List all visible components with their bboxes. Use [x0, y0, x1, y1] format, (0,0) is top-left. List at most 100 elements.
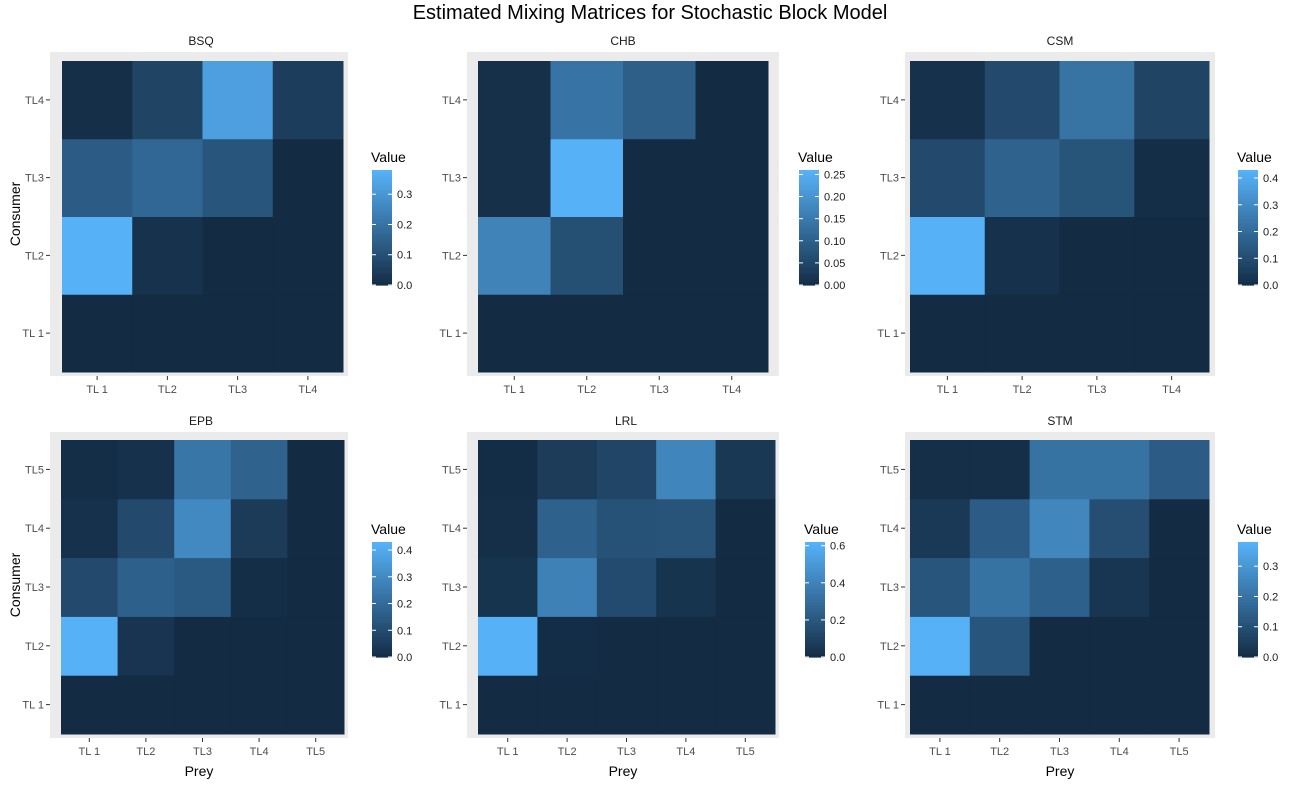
heatmap-panel-chb: CHB TL 1 TL2 TL3 TL4 TL 1 TL2 TL3 TL4 Value 0.00 0.…: [439, 34, 845, 396]
legend-label: 0.0: [397, 280, 412, 292]
heatmap-cell: [478, 294, 551, 373]
legend-gradient-step: [1238, 588, 1258, 592]
panel-title: STM: [1047, 414, 1072, 428]
legend-gradient-step: [805, 544, 825, 549]
y-tick-label: TL5: [25, 464, 44, 476]
heatmap-cell: [202, 61, 274, 140]
legend-gradient-step: [372, 559, 392, 563]
legend-gradient-step: [372, 233, 392, 237]
heatmap-cell: [1134, 61, 1210, 140]
legend-gradient-step: [372, 247, 392, 252]
legend-gradient-step: [1238, 259, 1258, 263]
legend-gradient-step: [372, 170, 392, 174]
heatmap-cell: [1059, 216, 1135, 295]
legend: Value 0.0 0.1 0.2 0.3 0.4: [371, 521, 412, 664]
legend-gradient-step: [805, 542, 825, 546]
main-title: Estimated Mixing Matrices for Stochastic…: [412, 2, 888, 24]
legend-gradient-step: [372, 270, 392, 275]
legend-gradient-step: [1238, 636, 1258, 641]
heatmap-cell: [623, 138, 696, 217]
legend-gradient-step: [372, 239, 392, 243]
legend-gradient-step: [805, 588, 825, 592]
heatmap-cell: [61, 616, 119, 676]
legend-label: 0.2: [830, 615, 845, 627]
legend-gradient-step: [372, 613, 392, 618]
legend: Value 0.0 0.1 0.2 0.3: [1237, 521, 1278, 664]
legend-gradient-step: [372, 227, 392, 231]
legend-gradient-step: [805, 599, 825, 603]
legend-gradient-step: [372, 619, 392, 624]
legend-gradient-step: [372, 596, 392, 601]
heatmap-cell: [478, 61, 551, 140]
heatmap-cell: [910, 675, 971, 735]
legend-gradient-step: [799, 204, 819, 208]
heatmap-cell: [174, 675, 232, 735]
heatmap-cell: [715, 675, 776, 735]
legend-label: 0.1: [1263, 622, 1278, 634]
legend-gradient-step: [1238, 253, 1258, 257]
legend-gradient-step: [799, 256, 819, 260]
x-tick-label: TL3: [1050, 746, 1069, 758]
y-tick-label: TL2: [25, 250, 44, 262]
legend-gradient-step: [1238, 645, 1258, 649]
heatmap-cell: [969, 440, 1031, 500]
legend-gradient-step: [805, 567, 825, 572]
heatmap-cell: [656, 498, 717, 559]
heatmap-cell: [1029, 440, 1090, 500]
heatmap-cell: [287, 557, 345, 617]
legend-gradient-step: [799, 241, 819, 246]
heatmap-cell: [623, 216, 696, 295]
y-tick-label: TL4: [880, 95, 899, 107]
heatmap-cell: [272, 294, 344, 373]
y-tick-label: TL5: [880, 464, 899, 476]
heatmap-cell: [596, 616, 657, 676]
legend-gradient-step: [372, 625, 392, 629]
legend-gradient-step: [805, 639, 825, 644]
legend-gradient-step: [799, 233, 819, 237]
heatmap-cell: [478, 498, 538, 559]
legend-gradient-step: [799, 230, 819, 234]
legend-gradient-step: [1238, 201, 1258, 206]
legend-gradient-step: [372, 241, 392, 246]
legend-gradient-step: [805, 608, 825, 612]
heatmap-cell: [287, 616, 345, 676]
legend-gradient-step: [805, 634, 825, 638]
legend-gradient-step: [805, 628, 825, 632]
legend-gradient-step: [1238, 236, 1258, 240]
legend-gradient-step: [1238, 567, 1258, 572]
legend-gradient-step: [372, 193, 392, 197]
x-tick-label: TL3: [193, 746, 212, 758]
x-tick-label: TL 1: [497, 746, 519, 758]
legend-gradient-step: [799, 207, 819, 211]
x-tick-label: TL2: [990, 746, 1009, 758]
legend-gradient-step: [805, 593, 825, 598]
legend-gradient-step: [372, 267, 392, 272]
legend-gradient-step: [372, 550, 392, 555]
legend-gradient-step: [805, 619, 825, 624]
legend-gradient-step: [1238, 585, 1258, 589]
legend-gradient-step: [1238, 195, 1258, 200]
x-tick-label: TL5: [1170, 746, 1189, 758]
legend-gradient-step: [1238, 634, 1258, 638]
legend-gradient-step: [1238, 256, 1258, 260]
legend-gradient-step: [1238, 547, 1258, 552]
heatmap-cell: [550, 216, 624, 295]
heatmap-cell: [62, 294, 133, 373]
legend-gradient-step: [805, 651, 825, 655]
y-tick-label: TL3: [880, 582, 899, 594]
heatmap-cell: [174, 616, 232, 676]
legend-gradient-step: [372, 210, 392, 214]
heatmap-cell: [596, 498, 657, 559]
legend-gradient-step: [805, 590, 825, 595]
legend-gradient-step: [805, 576, 825, 580]
legend-gradient-step: [1238, 613, 1258, 618]
legend-gradient-step: [372, 201, 392, 206]
heatmap-cell: [61, 498, 119, 559]
legend-gradient-step: [372, 648, 392, 652]
legend-gradient-step: [372, 230, 392, 234]
legend-gradient-step: [799, 175, 819, 180]
legend-gradient-step: [372, 547, 392, 552]
x-tick-label: TL 1: [86, 384, 108, 396]
legend-gradient-step: [1238, 241, 1258, 246]
legend-label: 0.0: [1263, 280, 1278, 292]
